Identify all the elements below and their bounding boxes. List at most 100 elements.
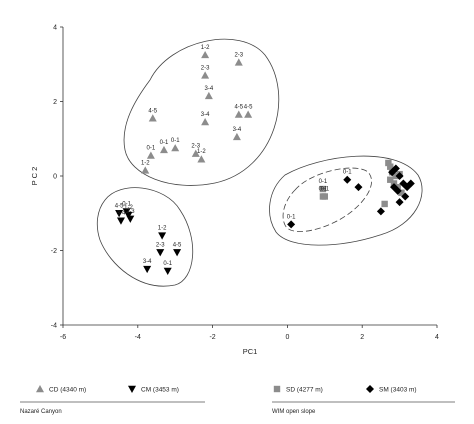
point-label: 2-3 bbox=[126, 209, 135, 215]
y-tick-label: 4 bbox=[53, 25, 57, 32]
data-point bbox=[143, 265, 152, 274]
x-tick-label: 4 bbox=[435, 334, 439, 341]
point-label: 2-3 bbox=[234, 52, 243, 58]
data-point bbox=[387, 176, 394, 183]
data-point bbox=[393, 186, 402, 195]
point-label: 3-4 bbox=[233, 127, 242, 133]
point-label: 1-2 bbox=[141, 160, 150, 166]
point-label: 1-2 bbox=[124, 205, 133, 211]
legend-marker-sm-3403-m bbox=[366, 385, 374, 393]
data-point bbox=[116, 217, 125, 225]
data-point bbox=[385, 159, 392, 167]
point-label: 0-1 bbox=[320, 186, 329, 192]
point-label: 3-4 bbox=[117, 211, 126, 217]
data-point bbox=[124, 211, 133, 220]
data-point bbox=[201, 50, 210, 59]
data-point bbox=[197, 155, 206, 163]
point-label: 0-1 bbox=[287, 214, 296, 220]
data-point bbox=[395, 198, 404, 207]
point-label: 0-1 bbox=[122, 201, 131, 207]
series-sd-4277-m: 0-10-10-1 bbox=[319, 159, 405, 208]
point-label: 1-2 bbox=[197, 149, 206, 155]
cluster-enclosures bbox=[96, 38, 423, 287]
legend-label-sd-4277-m: SD (4277 m) bbox=[286, 387, 323, 394]
point-label: 0-1 bbox=[171, 138, 180, 144]
data-point bbox=[204, 91, 213, 100]
x-tick-label: -2 bbox=[209, 334, 215, 341]
wim-cluster-outline bbox=[269, 155, 423, 246]
cm-cluster-outline bbox=[96, 187, 194, 287]
point-label: 2-3 bbox=[201, 65, 210, 71]
y-axis-title: P C 2 bbox=[30, 167, 39, 186]
point-label: 1-2 bbox=[201, 45, 210, 51]
cd-cluster-outline bbox=[123, 38, 280, 186]
series-cd-4340-m: 1-22-32-33-44-54-5 4-53-43-40-10-10-1 2-31… bbox=[141, 45, 253, 174]
point-label: 0-1 bbox=[163, 261, 172, 267]
point-label: 4-5 bbox=[115, 203, 124, 209]
data-point bbox=[244, 110, 253, 118]
data-point bbox=[146, 151, 155, 159]
point-label: 4-5 bbox=[234, 105, 243, 111]
legend: CD (4340 m) CM (3453 m) SD (4277 m) SM (340… bbox=[20, 385, 455, 415]
point-label: 0-1 bbox=[343, 170, 352, 176]
data-point bbox=[201, 117, 210, 126]
legend-label-cd-4340-m: CD (4340 m) bbox=[49, 387, 86, 394]
data-point bbox=[395, 172, 404, 180]
point-label: 4-5 bbox=[148, 108, 157, 114]
data-point bbox=[391, 164, 400, 173]
data-point bbox=[287, 220, 296, 229]
data-point bbox=[232, 132, 241, 141]
point-label: 0-1 bbox=[160, 140, 169, 146]
data-point bbox=[319, 185, 327, 193]
data-point bbox=[398, 189, 405, 196]
data-point bbox=[354, 183, 363, 192]
point-label: 1-2 bbox=[158, 226, 167, 232]
data-point bbox=[191, 149, 200, 157]
point-label: 4-5 bbox=[244, 105, 253, 111]
data-point bbox=[173, 249, 182, 257]
y-tick-label: -2 bbox=[51, 248, 57, 255]
legend-marker-cd-4340-m bbox=[36, 385, 44, 393]
point-label: 3-4 bbox=[205, 86, 214, 92]
point-label: 2-3 bbox=[191, 144, 200, 150]
data-point bbox=[122, 208, 131, 216]
x-tick-label: 0 bbox=[285, 334, 289, 341]
point-label: 0-1 bbox=[147, 146, 156, 152]
data-point bbox=[201, 71, 210, 79]
y-tick-label: -4 bbox=[51, 323, 57, 330]
data-point bbox=[234, 110, 243, 118]
legend-label-cm-3453-m: CM (3453 m) bbox=[141, 387, 179, 394]
data-point bbox=[343, 175, 352, 184]
y-tick-label: 2 bbox=[53, 99, 57, 106]
y-tick-label: 0 bbox=[53, 174, 57, 181]
data-points: 1-22-32-33-44-54-5 4-53-43-40-10-10-1 2-31… bbox=[115, 45, 415, 275]
x-tick-label: -4 bbox=[135, 334, 141, 341]
point-label: 4-5 bbox=[173, 242, 182, 248]
sd-dashed-outline bbox=[282, 167, 372, 232]
legend-label-sm-3403-m: SM (3403 m) bbox=[379, 387, 417, 394]
point-label: 3-4 bbox=[143, 259, 152, 265]
data-point bbox=[406, 179, 415, 188]
data-point bbox=[126, 215, 135, 223]
data-point bbox=[156, 249, 165, 257]
data-point bbox=[401, 192, 410, 201]
series-sm-3403-m: 0-10-1 bbox=[287, 164, 415, 229]
data-point bbox=[115, 210, 124, 218]
legend-marker-sd-4277-m bbox=[273, 385, 281, 393]
x-tick-label: -6 bbox=[60, 334, 66, 341]
data-point bbox=[148, 114, 157, 122]
point-label: 0-1 bbox=[319, 179, 328, 185]
group-label-nazar-canyon: Nazaré Canyon bbox=[20, 409, 62, 415]
data-point bbox=[381, 200, 388, 208]
data-point bbox=[163, 267, 172, 275]
point-label: 2-3 bbox=[156, 242, 165, 248]
data-point bbox=[321, 193, 328, 200]
data-point bbox=[387, 163, 394, 170]
data-point bbox=[158, 232, 167, 240]
point-label: 0-1 bbox=[319, 186, 328, 192]
group-label-wim-open-slope: WIM open slope bbox=[272, 409, 316, 415]
data-point bbox=[171, 144, 180, 152]
data-point bbox=[376, 207, 385, 216]
